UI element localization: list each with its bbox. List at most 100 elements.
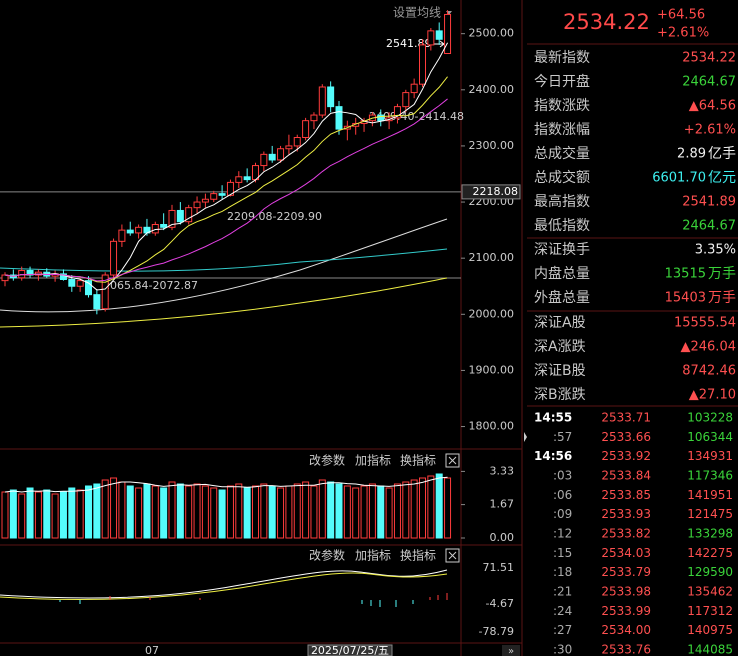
volume-bar	[168, 481, 176, 539]
tick-time: :06	[553, 488, 572, 502]
candle-body	[210, 193, 218, 200]
volume-bar	[343, 485, 351, 539]
gap-annotation: 2409.40-2414.48	[369, 110, 464, 123]
volume-bar	[235, 483, 243, 539]
volume-bar	[393, 483, 401, 539]
volume-bar	[26, 487, 34, 539]
close-icon	[448, 456, 457, 465]
stat-label: 指数涨跌	[534, 98, 590, 114]
volume-bar	[360, 485, 368, 539]
volume-bar	[151, 485, 159, 539]
tick-volume: 117346	[687, 468, 733, 482]
volume-axis-label: 0.00	[490, 531, 515, 544]
candle-body	[268, 153, 276, 161]
tick-time: :30	[553, 642, 572, 656]
tick-volume: 103228	[687, 411, 733, 425]
stat-value: 15403	[665, 291, 706, 306]
ma250-line	[0, 277, 448, 328]
stat-value: ▲27.10	[689, 388, 736, 403]
volume-axis-label: 1.67	[490, 498, 515, 511]
tick-time: :15	[553, 546, 572, 560]
stat-value: +2.61%	[684, 123, 736, 138]
tick-volume: 106344	[687, 430, 733, 444]
candle-body	[160, 224, 168, 228]
tick-volume: 142275	[687, 546, 733, 560]
candle-body	[393, 106, 401, 119]
tick-time: :12	[553, 526, 572, 540]
stat-value: 15555.54	[674, 316, 736, 331]
stat-value: 6601.70	[652, 171, 706, 186]
price-axis-label: 2400.00	[469, 83, 515, 96]
volume-bar	[126, 485, 134, 539]
gap-annotation: 2065.84-2072.87	[103, 279, 198, 292]
candle-body	[226, 181, 234, 196]
collapse-arrow[interactable]	[524, 432, 527, 442]
candle-body	[218, 193, 226, 196]
stat-label: 总成交量	[534, 145, 590, 162]
close-button[interactable]	[445, 548, 460, 563]
quote-change-pct: +2.61%	[657, 26, 709, 41]
panel-button[interactable]: 加指标	[355, 453, 391, 468]
tick-price: 2533.98	[601, 584, 651, 598]
volume-bar	[419, 477, 426, 539]
panel-button[interactable]: 改参数	[309, 548, 345, 563]
volume-bar	[335, 483, 343, 539]
candle-body	[110, 240, 118, 276]
tick-price: 2533.92	[601, 449, 651, 463]
price-axis-label: 1800.00	[469, 420, 515, 433]
tick-price: 2534.00	[601, 623, 651, 637]
macd-dea-line	[0, 572, 448, 601]
volume-bar	[85, 485, 92, 539]
panel-button[interactable]: 改参数	[309, 453, 345, 468]
volume-bar	[210, 487, 218, 539]
tick-volume: 140975	[687, 623, 733, 637]
volume-ma-line	[4, 476, 448, 493]
stat-label: 外盘总量	[534, 289, 590, 306]
candle-body	[93, 294, 101, 310]
price-axis-label: 2500.00	[469, 27, 515, 40]
candle-body	[135, 226, 143, 234]
tick-volume: 133298	[687, 526, 733, 540]
stat-value: 2541.89	[682, 195, 736, 210]
scroll-button[interactable]	[502, 645, 520, 656]
volume-bar	[118, 481, 126, 539]
tick-time: :09	[553, 507, 572, 521]
volume-bar	[268, 485, 276, 539]
candle-body	[302, 120, 310, 139]
close-button[interactable]	[445, 453, 460, 468]
candle-body	[435, 30, 443, 40]
candle-body	[59, 273, 67, 281]
volume-bar	[318, 479, 326, 539]
candle-body	[335, 106, 343, 130]
stat-value: 13515	[665, 267, 706, 282]
tick-volume: 135462	[687, 584, 733, 598]
stat-label: 今日开盘	[534, 73, 590, 90]
x-axis-label: 07	[145, 644, 159, 656]
tick-price: 2533.82	[601, 526, 651, 540]
ma-settings[interactable]: 设置均线	[393, 6, 441, 20]
volume-axis-label: 3.33	[490, 464, 515, 477]
tick-time: :27	[553, 623, 572, 637]
candle-body	[419, 44, 426, 85]
panel-button[interactable]: 换指标	[400, 548, 436, 563]
volume-bar	[193, 483, 201, 539]
candle-body	[76, 280, 84, 287]
candle-body	[377, 114, 385, 122]
volume-bar	[218, 489, 226, 539]
volume-bar	[43, 489, 51, 539]
candle-body	[176, 209, 184, 223]
macd-bars	[109, 593, 448, 600]
stat-value: ▲246.04	[681, 340, 737, 355]
volume-bar	[402, 481, 410, 539]
panel-button[interactable]: 加指标	[355, 548, 391, 563]
candle-body	[327, 86, 335, 108]
stat-label: 深A涨跌	[534, 339, 586, 355]
panel-button[interactable]: 换指标	[400, 453, 436, 468]
volume-bar	[93, 483, 101, 539]
stat-unit: 万手	[708, 266, 736, 282]
macd-bars	[59, 600, 414, 607]
volume-bar	[68, 487, 76, 539]
price-axis-label: 1900.00	[469, 363, 515, 376]
